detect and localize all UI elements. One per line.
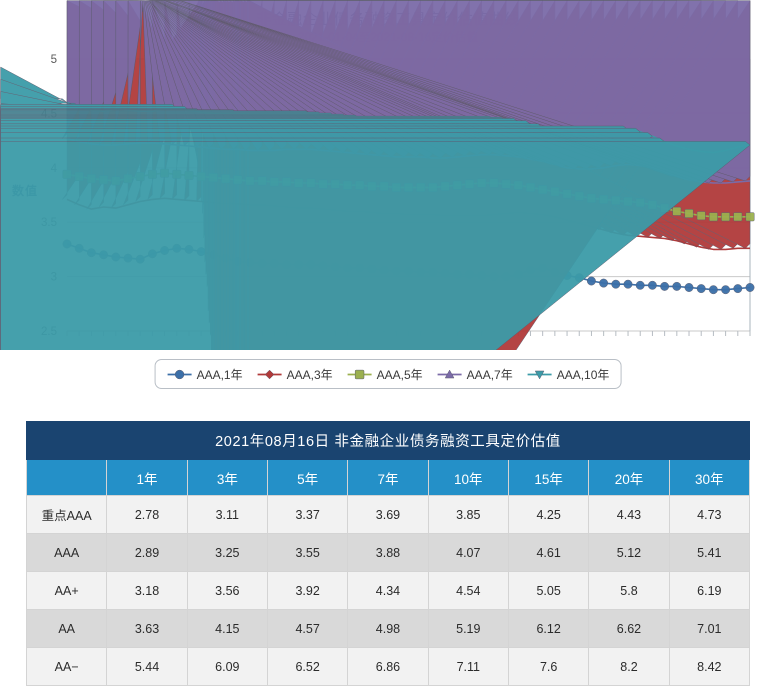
table-row-label: 重点AAA xyxy=(25,495,108,534)
legend-marker-circle-icon xyxy=(167,368,193,381)
table-cell-value: 4.15 xyxy=(186,609,268,648)
table-cell-value: 5.44 xyxy=(106,647,188,686)
table-column-header: 1年 xyxy=(106,459,188,496)
legend-marker-triangle-icon xyxy=(437,368,463,381)
table-cell-value: 8.2 xyxy=(588,647,670,686)
table-cell-value: 3.11 xyxy=(186,495,268,534)
table-body: 重点AAA 2.78 3.11 3.37 3.69 3.85 4.25 4.43 4.73 AAA… xyxy=(25,495,751,686)
legend-item-label: AAA,10年 xyxy=(556,367,610,382)
table-column-header: 3年 xyxy=(186,459,268,496)
table-cell-value: 5.05 xyxy=(507,571,590,610)
table-cell-value: 8.42 xyxy=(668,647,751,686)
table-cell-value: 6.86 xyxy=(347,647,429,686)
table-row-label: AA− xyxy=(25,647,108,686)
table-cell-value: 6.09 xyxy=(186,647,268,686)
table-corner-cell xyxy=(25,459,108,496)
table-column-header: 7年 xyxy=(347,459,429,496)
table-cell-value: 3.92 xyxy=(266,571,349,610)
table-column-header: 15年 xyxy=(507,459,590,496)
table-cell-value: 6.52 xyxy=(266,647,349,686)
table-cell-value: 3.63 xyxy=(106,609,188,648)
table-cell-value: 7.01 xyxy=(668,609,751,648)
table-cell-value: 2.89 xyxy=(106,533,188,572)
table-cell-value: 3.18 xyxy=(106,571,188,610)
table-row: AAA 2.89 3.25 3.55 3.88 4.07 4.61 5.12 5.41 xyxy=(25,533,751,572)
legend-item-label: AAA,5年 xyxy=(376,367,423,382)
table-cell-value: 6.19 xyxy=(668,571,751,610)
legend-marker-triangle-down-icon xyxy=(527,368,553,381)
chart-legend: AAA,1年 AAA,3年 AAA,5年 AAA,7年 xyxy=(154,359,622,389)
table-cell-value: 5.8 xyxy=(588,571,670,610)
table-cell-value: 7.6 xyxy=(507,647,590,686)
legend-item-4[interactable]: AAA,10年 xyxy=(527,366,610,383)
legend-item-1[interactable]: AAA,3年 xyxy=(257,366,333,383)
table-cell-value: 7.11 xyxy=(427,647,509,686)
table-cell-value: 4.34 xyxy=(347,571,429,610)
table-cell-value: 5.12 xyxy=(588,533,670,572)
legend-item-3[interactable]: AAA,7年 xyxy=(437,366,513,383)
valuation-table-panel: 2021年08月16日 非金融企业债务融资工具定价估值 1年 3年 5年 7年 10年 1… xyxy=(25,421,751,686)
table-cell-value: 3.37 xyxy=(266,495,349,534)
table-cell-value: 2.78 xyxy=(106,495,188,534)
plot-area: 2.533.544.55 xyxy=(0,0,755,350)
legend-item-0[interactable]: AAA,1年 xyxy=(167,366,243,383)
table-row-label: AAA xyxy=(25,533,108,572)
table-cell-value: 4.98 xyxy=(347,609,429,648)
legend-marker-diamond-icon xyxy=(257,368,283,381)
table-title: 2021年08月16日 非金融企业债务融资工具定价估值 xyxy=(26,421,750,460)
legend-marker-square-icon xyxy=(347,368,373,381)
table-column-header: 5年 xyxy=(266,459,349,496)
valuation-table: 2021年08月16日 非金融企业债务融资工具定价估值 1年 3年 5年 7年 10年 1… xyxy=(25,421,751,686)
table-column-header: 10年 xyxy=(427,459,509,496)
table-header-row: 1年 3年 5年 7年 10年 15年 20年 30年 xyxy=(25,459,751,496)
table-cell-value: 5.19 xyxy=(427,609,509,648)
table-cell-value: 3.85 xyxy=(427,495,509,534)
table-cell-value: 3.88 xyxy=(347,533,429,572)
table-cell-value: 4.07 xyxy=(427,533,509,572)
table-row: AA− 5.44 6.09 6.52 6.86 7.11 7.6 8.2 8.42 xyxy=(25,647,751,686)
legend-item-label: AAA,3年 xyxy=(286,367,333,382)
table-row-label: AA+ xyxy=(25,571,108,610)
table-column-header: 30年 xyxy=(668,459,751,496)
legend-item-2[interactable]: AAA,5年 xyxy=(347,366,423,383)
table-cell-value: 3.56 xyxy=(186,571,268,610)
table-cell-value: 4.73 xyxy=(668,495,751,534)
table-cell-value: 4.54 xyxy=(427,571,509,610)
svg-text:5: 5 xyxy=(51,54,57,66)
table-cell-value: 3.25 xyxy=(186,533,268,572)
table-cell-value: 5.41 xyxy=(668,533,751,572)
table-cell-value: 3.55 xyxy=(266,533,349,572)
table-cell-value: 4.57 xyxy=(266,609,349,648)
table-row: AA+ 3.18 3.56 3.92 4.34 4.54 5.05 5.8 6.19 xyxy=(25,571,751,610)
legend-item-label: AAA,1年 xyxy=(196,367,243,382)
table-cell-value: 6.62 xyxy=(588,609,670,648)
table-column-header: 20年 xyxy=(588,459,670,496)
legend-item-label: AAA,7年 xyxy=(466,367,513,382)
table-row-label: AA xyxy=(25,609,108,648)
table-row: 重点AAA 2.78 3.11 3.37 3.69 3.85 4.25 4.43 4.73 xyxy=(25,495,751,534)
table-row: AA 3.63 4.15 4.57 4.98 5.19 6.12 6.62 7.01 xyxy=(25,609,751,648)
line-chart-svg: 2.533.544.55 xyxy=(0,0,755,350)
table-cell-value: 4.61 xyxy=(507,533,590,572)
table-cell-value: 6.12 xyxy=(507,609,590,648)
table-cell-value: 4.25 xyxy=(507,495,590,534)
table-cell-value: 4.43 xyxy=(588,495,670,534)
chart-panel: 非金融企业债务融资工具定价估值曲线 2021-01-04至2021-08-16定… xyxy=(0,0,755,389)
table-cell-value: 3.69 xyxy=(347,495,429,534)
